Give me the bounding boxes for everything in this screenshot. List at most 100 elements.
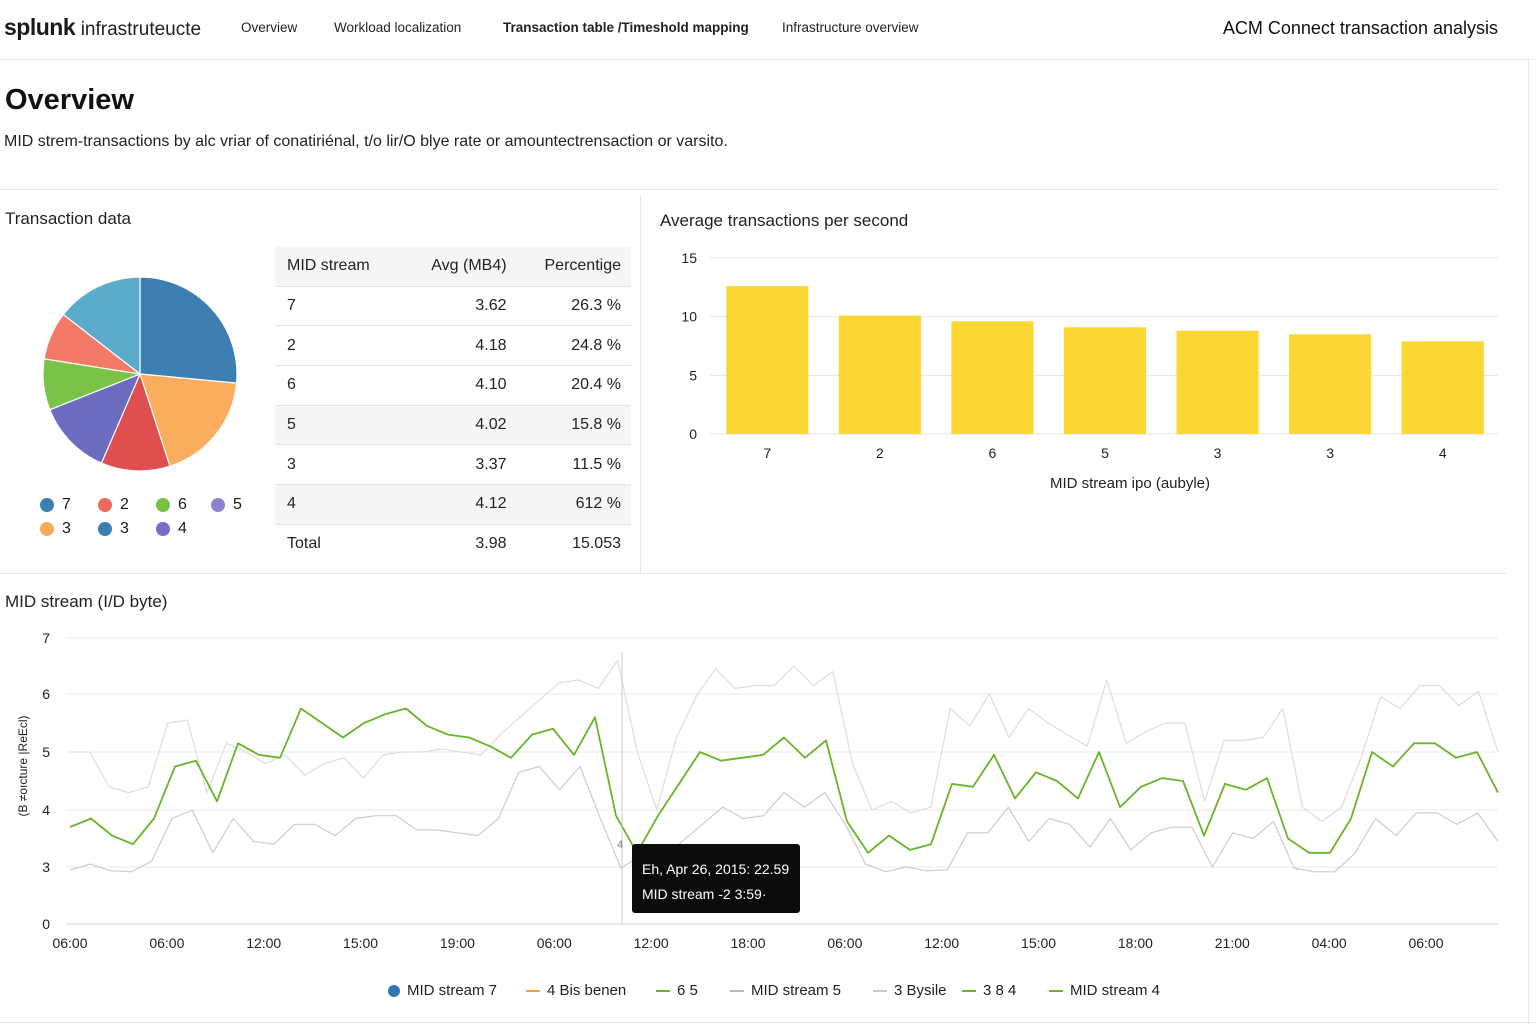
table-cell: 4.12 (402, 483, 515, 525)
legend-item[interactable]: 3 (98, 520, 129, 538)
column-header[interactable]: Avg (MB4) (402, 246, 515, 286)
y-tick-label: 7 (42, 630, 50, 646)
series-line[interactable] (70, 659, 1499, 823)
x-tick-label: 04:00 (1312, 935, 1347, 951)
bar[interactable] (726, 286, 809, 434)
table-cell: 11.5 % (514, 444, 631, 485)
table-row[interactable]: 6 4.10 20.4 % (275, 364, 631, 406)
y-tick-label: 0 (42, 916, 50, 932)
divider (0, 189, 1498, 190)
legend-item[interactable]: 4 Bis benen (526, 982, 626, 999)
bar[interactable] (951, 321, 1034, 434)
nav-workload-localization[interactable]: Workload localization (334, 20, 462, 35)
legend-item[interactable]: 6 5 (656, 982, 698, 999)
x-tick-label: 12:00 (246, 935, 281, 951)
column-header[interactable]: Percentige (514, 246, 631, 286)
bar[interactable] (838, 315, 921, 434)
table-row[interactable]: 7 3.62 26.3 % (275, 285, 631, 326)
series-line[interactable] (69, 765, 1499, 873)
splunk-logo: splunk (4, 14, 76, 40)
x-tick-label: 6 (989, 445, 997, 461)
bar[interactable] (1063, 327, 1147, 434)
table-row[interactable]: 2 4.18 24.8 % (275, 325, 631, 366)
x-tick-label: 3 (1214, 445, 1222, 461)
legend-label: 6 5 (677, 982, 698, 999)
cursor-label: 4 (617, 839, 623, 851)
legend-dot (40, 498, 54, 512)
table-cell: 3.37 (402, 444, 515, 485)
legend-item[interactable]: MID stream 4 (1049, 982, 1160, 999)
bar[interactable] (1289, 334, 1372, 434)
page-description: MID strem-transactions by alc vriar of c… (4, 133, 728, 150)
x-tick-label: 12:00 (634, 935, 669, 951)
y-tick-label: 15 (681, 250, 697, 266)
pie-slice[interactable] (139, 276, 238, 384)
legend-item[interactable]: MID stream 5 (730, 982, 841, 999)
pie-slice[interactable] (100, 372, 171, 472)
table-row[interactable]: 4 4.12 612 % (275, 483, 631, 525)
legend-item[interactable]: 2 (98, 496, 129, 514)
bar[interactable] (1176, 330, 1259, 434)
legend-item[interactable]: MID stream 7 (388, 982, 497, 999)
legend-label: MID stream 5 (751, 982, 842, 999)
legend-item[interactable]: 3 Bysile (873, 982, 947, 999)
nav-overview[interactable]: Overview (241, 20, 298, 35)
series-line[interactable] (69, 707, 1499, 854)
bar[interactable] (1401, 341, 1484, 434)
transaction-panel-title: Transaction data (5, 209, 131, 228)
legend-item[interactable]: 3 (40, 520, 71, 538)
line-panel-title: MID stream (I/D byte) (5, 592, 168, 611)
table-row[interactable]: 3 3.37 11.5 % (275, 444, 631, 485)
y-axis-label: (B ≠oıcture |ReEcl) (16, 715, 30, 816)
divider (640, 195, 641, 573)
table-header-row: MID stream Avg (MB4) Percentige (275, 246, 631, 286)
pie-slice[interactable] (49, 372, 142, 464)
y-tick-label: 3 (42, 859, 50, 875)
x-tick-label: 19:00 (440, 935, 475, 951)
nav-transaction-table[interactable]: Transaction table /Timeshold mapping (503, 20, 749, 35)
legend-dot (156, 522, 170, 536)
legend-label: 3 Bysile (894, 982, 947, 999)
legend-label: 3 8 4 (983, 982, 1017, 999)
legend-item[interactable]: 6 (156, 496, 187, 514)
legend-item[interactable]: 5 (211, 496, 242, 514)
x-tick-label: 4 (1439, 445, 1447, 461)
table-cell: 26.3 % (514, 285, 631, 326)
divider (0, 573, 1506, 574)
brand[interactable]: splunk infrastruteucte (4, 14, 201, 41)
x-tick-label: 06:00 (827, 935, 862, 951)
legend-line-symbol (730, 989, 744, 992)
x-tick-label: 06:00 (1408, 935, 1443, 951)
table-total-row: Total 3.98 15.053 (275, 523, 631, 564)
y-tick-label: 6 (42, 686, 50, 702)
x-tick-label: 06:00 (52, 935, 87, 951)
legend-label: 2 (120, 496, 129, 513)
legend-dot (388, 984, 400, 997)
pie-slice[interactable] (139, 373, 238, 468)
legend-item[interactable]: 4 (156, 520, 187, 538)
divider (1528, 60, 1529, 1024)
pie-slice[interactable] (62, 276, 141, 376)
legend-label: 3 (62, 520, 71, 537)
x-tick-label: 06:00 (149, 935, 184, 951)
table-cell: 5 (275, 404, 403, 445)
table-cell: 6 (275, 364, 403, 406)
table-cell: 4.02 (402, 404, 515, 445)
table-row[interactable]: 5 4.02 15.8 % (275, 404, 631, 445)
chart-tooltip: Eh, Apr 26, 2015: 22.59 MID stream -2 3:… (632, 844, 800, 913)
app-title: ACM Connect transaction analysis (1222, 18, 1498, 38)
table-cell: 15.053 (514, 523, 631, 564)
table-cell: 7 (275, 285, 403, 326)
tooltip-line: MID stream -2 3:59· (642, 886, 767, 902)
table-cell: 4.10 (402, 364, 515, 406)
column-header[interactable]: MID stream (275, 246, 403, 286)
nav-infrastructure-overview[interactable]: Infrastructure overview (782, 20, 919, 35)
legend-item[interactable]: 3 8 4 (962, 982, 1016, 999)
y-tick-label: 5 (689, 367, 697, 383)
legend-dot (156, 498, 170, 512)
x-axis-label: MID stream ipo (aubyle) (1050, 475, 1210, 492)
legend-item[interactable]: 7 (40, 496, 71, 514)
